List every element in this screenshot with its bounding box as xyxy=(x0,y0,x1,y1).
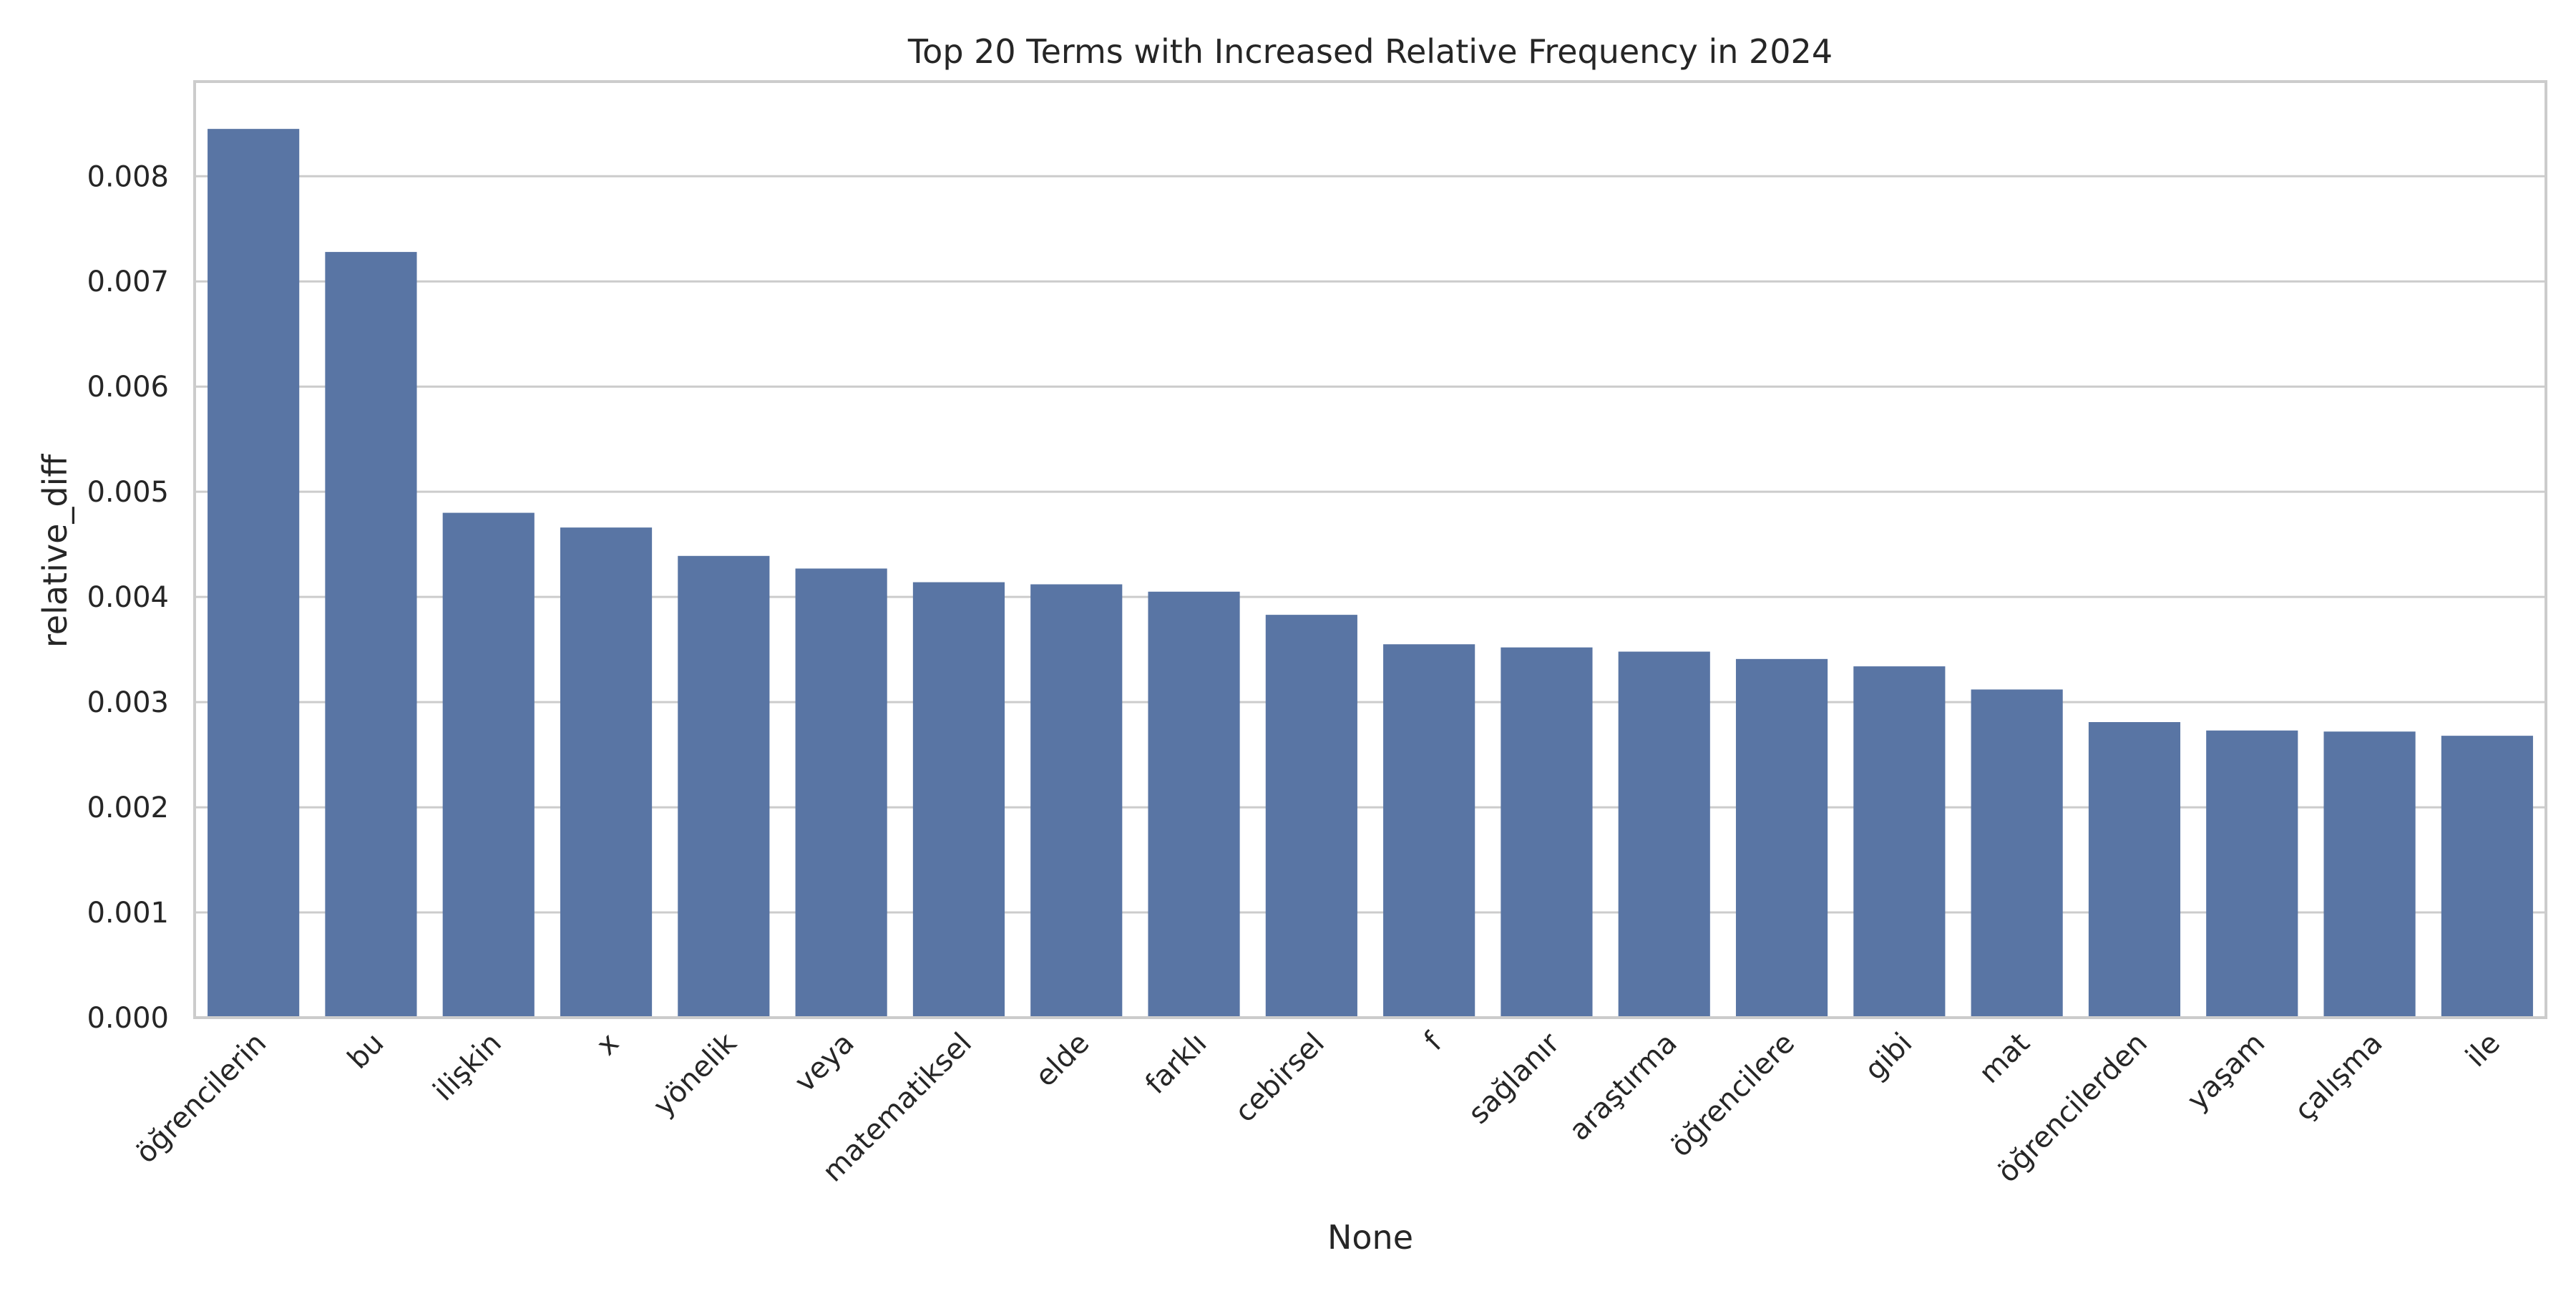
x-tick-label: cebirsel xyxy=(1229,1027,1331,1129)
y-tick-label: 0.006 xyxy=(87,371,169,404)
bars xyxy=(208,129,2533,1018)
chart-title: Top 20 Terms with Increased Relative Fre… xyxy=(907,32,1833,71)
bar xyxy=(1618,651,1710,1018)
bar xyxy=(208,129,300,1018)
x-tick-label: araştırma xyxy=(1563,1027,1684,1148)
bar xyxy=(678,555,770,1018)
x-tick-label: yönelik xyxy=(647,1026,743,1123)
bar xyxy=(560,527,653,1018)
bar xyxy=(2088,722,2181,1018)
bar xyxy=(1971,689,2063,1018)
y-tick-label: 0.003 xyxy=(87,686,169,719)
plot-frame xyxy=(193,80,2547,1019)
x-tick-label: çalışma xyxy=(2288,1027,2389,1128)
x-tick-label: veya xyxy=(789,1027,861,1099)
x-tick-label: bu xyxy=(341,1027,390,1076)
x-tick-label: öğrencilerin xyxy=(130,1027,273,1170)
x-tick-label: öğrencilere xyxy=(1664,1027,1801,1164)
x-tick-label: ilişkin xyxy=(427,1027,508,1108)
bar xyxy=(442,512,535,1018)
gridlines xyxy=(195,175,2546,1019)
y-tick-label: 0.004 xyxy=(87,581,169,614)
bar xyxy=(1265,615,1357,1018)
x-tick-label: yaşam xyxy=(2181,1027,2271,1117)
bar xyxy=(2323,731,2416,1018)
y-tick-label: 0.001 xyxy=(87,897,169,930)
bar xyxy=(1148,591,1240,1018)
y-tick-label: 0.007 xyxy=(87,265,169,298)
x-tick-label: f xyxy=(1418,1026,1449,1057)
bar xyxy=(2441,736,2533,1018)
bar xyxy=(795,568,887,1018)
y-tick-label: 0.008 xyxy=(87,160,169,193)
y-tick-label: 0.000 xyxy=(87,1002,169,1035)
x-axis-label: None xyxy=(1327,1218,1413,1257)
bar xyxy=(1853,666,1946,1018)
x-tick-label: mat xyxy=(1973,1027,2036,1091)
x-tick-label: farklı xyxy=(1139,1027,1214,1101)
bar xyxy=(1735,658,1828,1018)
x-tick-label: elde xyxy=(1029,1027,1096,1093)
bar xyxy=(912,582,1005,1018)
y-tick-label: 0.005 xyxy=(87,476,169,509)
bar xyxy=(325,252,417,1018)
y-axis-label: relative_diff xyxy=(36,454,74,648)
x-tick-label: gibi xyxy=(1858,1027,1918,1087)
x-tick-label: ile xyxy=(2459,1027,2507,1074)
bar xyxy=(1501,647,1593,1018)
bar xyxy=(2206,730,2298,1018)
bar xyxy=(1383,644,1475,1018)
bar xyxy=(1030,584,1123,1018)
y-tick-label: 0.002 xyxy=(87,791,169,824)
y-tick-labels: 0.000 0.001 0.002 0.003 0.004 0.005 0.006 0.007… xyxy=(87,160,169,1035)
x-tick-labels: öğrencilerin bu ilişkin x yönelik veyamatemat… xyxy=(130,1026,2507,1189)
x-tick-label: sağlanır xyxy=(1462,1026,1566,1131)
x-tick-label: x xyxy=(590,1027,625,1062)
